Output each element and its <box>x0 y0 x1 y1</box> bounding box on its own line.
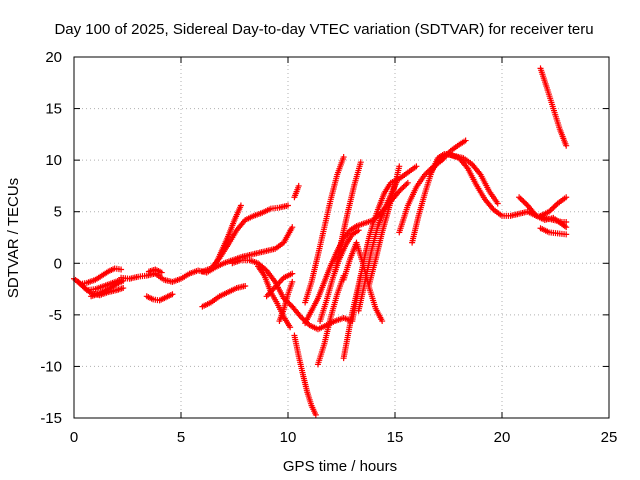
grid <box>74 57 609 418</box>
x-tick-label: 20 <box>494 429 511 446</box>
data-point-marker <box>400 183 407 190</box>
data-point-marker <box>118 266 125 273</box>
data-point-marker <box>340 154 347 161</box>
plot-frame <box>73 56 610 419</box>
series-arc-10 <box>199 282 249 310</box>
data-point-marker <box>403 181 410 188</box>
series-arc-13 <box>263 270 296 300</box>
data-point-marker <box>242 282 249 289</box>
x-tick-label: 25 <box>601 429 618 446</box>
series-arc-9 <box>212 202 244 269</box>
series-arc-32 <box>537 194 570 219</box>
data-point-marker <box>289 270 296 277</box>
series-arc-25 <box>349 163 420 325</box>
data-points <box>71 65 570 418</box>
data-point-marker <box>548 205 555 212</box>
data-point-marker <box>295 182 302 189</box>
data-point-marker <box>563 194 570 201</box>
series-arc-27 <box>396 137 469 236</box>
data-point-marker <box>563 142 570 149</box>
data-point-marker <box>521 199 528 206</box>
series-arc-21 <box>332 159 364 275</box>
data-point-marker <box>563 224 570 231</box>
data-point-marker <box>563 219 570 226</box>
chart-title: Day 100 of 2025, Sidereal Day-to-day VTE… <box>54 21 593 38</box>
series-arc-26 <box>366 163 403 287</box>
data-point-marker <box>289 224 296 231</box>
data-point-marker <box>399 185 406 192</box>
series-arc-33 <box>537 65 570 149</box>
series-arc-16 <box>291 182 302 201</box>
data-point-marker <box>379 318 386 325</box>
series-arc-14 <box>276 278 296 325</box>
data-point-marker <box>520 198 527 205</box>
data-point-marker <box>396 163 403 170</box>
y-tick-label: -10 <box>40 358 62 375</box>
series-arc-31 <box>537 225 570 238</box>
axis-ticks: 0 5 10 15 20 25 -15 -10 -5 0 5 10 15 20 <box>40 49 617 446</box>
y-tick-label: -5 <box>49 307 62 324</box>
data-point-marker <box>237 202 244 209</box>
x-tick-label: 5 <box>177 429 185 446</box>
y-tick-label: 0 <box>54 255 62 272</box>
x-tick-label: 15 <box>387 429 404 446</box>
y-tick-label: 5 <box>54 204 62 221</box>
series-arc-29 <box>426 150 501 207</box>
data-point-marker <box>158 269 165 276</box>
series-arc-17 <box>302 154 347 306</box>
data-point-marker <box>401 182 408 189</box>
data-point-marker <box>357 159 364 166</box>
data-point-marker <box>355 227 362 234</box>
data-point-marker <box>516 194 523 201</box>
data-point-marker <box>494 200 501 207</box>
series-arc-6 <box>143 291 176 304</box>
series-arc-7 <box>145 266 165 276</box>
data-point-marker <box>287 324 294 331</box>
data-point-marker <box>120 285 127 292</box>
data-point-marker <box>413 163 420 170</box>
x-tick-label: 10 <box>280 429 297 446</box>
data-point-marker <box>285 202 291 209</box>
data-point-marker <box>462 137 469 144</box>
x-tick-label: 0 <box>70 429 78 446</box>
data-point-marker <box>517 195 524 202</box>
y-tick-label: 20 <box>45 49 62 66</box>
data-point-marker <box>563 231 570 238</box>
y-tick-label: 10 <box>45 152 62 169</box>
series-arc-15 <box>291 332 319 418</box>
x-axis-title: GPS time / hours <box>283 458 397 475</box>
data-point-marker <box>551 203 558 210</box>
data-point-marker <box>404 179 411 186</box>
data-point-marker <box>550 204 557 211</box>
data-point-marker <box>518 197 525 204</box>
data-point-marker <box>169 291 176 298</box>
y-tick-label: -15 <box>40 410 62 427</box>
data-point-marker <box>312 411 319 418</box>
data-point-marker <box>289 278 296 285</box>
y-axis-title: SDTVAR / TECUs <box>5 178 22 298</box>
y-tick-label: 15 <box>45 101 62 118</box>
